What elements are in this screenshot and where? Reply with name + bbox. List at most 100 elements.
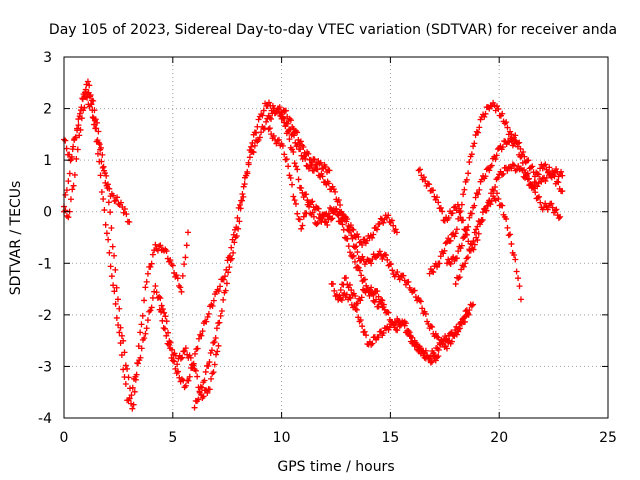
data-point	[287, 126, 294, 133]
data-point	[228, 255, 235, 262]
data-point	[544, 206, 551, 213]
data-point	[430, 187, 437, 194]
axis-ticks	[63, 56, 609, 419]
data-point	[81, 104, 88, 111]
data-point	[548, 200, 555, 207]
data-point	[530, 184, 537, 191]
data-point	[91, 117, 98, 124]
data-point	[452, 280, 459, 287]
data-point	[482, 173, 489, 180]
data-point	[460, 191, 467, 198]
data-point	[537, 199, 544, 206]
data-point	[94, 150, 101, 157]
data-point	[121, 349, 128, 356]
data-point	[412, 341, 419, 348]
data-point	[470, 301, 477, 308]
data-point	[383, 252, 390, 259]
data-point	[357, 317, 364, 324]
data-point	[469, 241, 475, 248]
data-point	[240, 193, 247, 200]
data-point	[68, 153, 75, 160]
data-point	[191, 404, 198, 411]
data-point	[465, 223, 472, 230]
data-point	[199, 384, 206, 391]
data-point	[452, 230, 459, 237]
data-point	[347, 222, 354, 229]
y-axis-label: SDTVAR / TECUs	[8, 181, 24, 296]
data-point	[426, 181, 433, 188]
data-point	[406, 333, 413, 340]
data-point	[114, 296, 121, 303]
data-point	[291, 132, 298, 139]
data-point	[105, 199, 112, 206]
data-point	[230, 249, 237, 256]
data-point	[259, 112, 266, 119]
data-point	[204, 313, 211, 320]
data-point	[314, 220, 321, 227]
data-point	[424, 352, 431, 359]
data-point	[274, 105, 281, 112]
data-point	[472, 194, 479, 201]
data-point	[363, 332, 370, 339]
data-point	[126, 395, 133, 402]
data-point	[157, 242, 164, 249]
data-point	[457, 208, 464, 215]
data-point	[213, 351, 220, 358]
data-point	[348, 232, 355, 239]
data-point	[348, 287, 355, 294]
data-point	[212, 335, 219, 342]
data-point	[120, 337, 127, 344]
series-trace-9	[335, 290, 472, 362]
data-point	[434, 263, 441, 270]
data-point	[369, 234, 376, 241]
data-point	[182, 382, 189, 389]
data-point	[226, 264, 233, 271]
data-point	[129, 384, 136, 391]
data-point	[351, 244, 358, 251]
data-point	[456, 274, 463, 281]
data-point	[510, 252, 517, 259]
data-point	[234, 214, 241, 221]
data-point	[120, 209, 127, 216]
y-tick-label: -2	[38, 308, 52, 324]
data-point	[62, 137, 69, 144]
data-point	[333, 206, 340, 213]
data-point	[294, 129, 301, 136]
data-point	[461, 186, 468, 193]
data-point	[297, 138, 304, 145]
data-point	[416, 297, 423, 304]
data-point	[503, 215, 510, 222]
data-point	[559, 172, 566, 179]
y-tick-label: 3	[43, 50, 52, 66]
data-point	[142, 330, 149, 337]
data-point	[427, 323, 434, 330]
data-point	[447, 260, 454, 267]
data-point	[203, 318, 210, 325]
data-point	[65, 214, 72, 221]
data-point	[66, 170, 73, 177]
data-point	[337, 287, 344, 294]
data-point	[108, 224, 115, 231]
data-point	[201, 377, 208, 384]
data-point	[210, 297, 217, 304]
data-point	[75, 116, 82, 123]
data-point	[101, 167, 108, 174]
data-point	[354, 263, 361, 270]
data-point	[89, 114, 96, 121]
data-point	[122, 362, 129, 369]
data-point	[84, 78, 91, 85]
series-trace-8	[328, 274, 387, 311]
data-point	[542, 177, 549, 184]
data-point	[313, 221, 320, 228]
data-point	[475, 129, 482, 136]
data-point	[73, 155, 80, 162]
data-point	[110, 192, 117, 199]
data-point	[432, 330, 439, 337]
data-point	[275, 136, 282, 143]
data-point	[236, 201, 243, 208]
data-point	[82, 93, 89, 100]
data-point	[553, 206, 560, 213]
data-point	[534, 183, 541, 190]
data-point	[542, 161, 549, 168]
data-point	[87, 92, 94, 99]
